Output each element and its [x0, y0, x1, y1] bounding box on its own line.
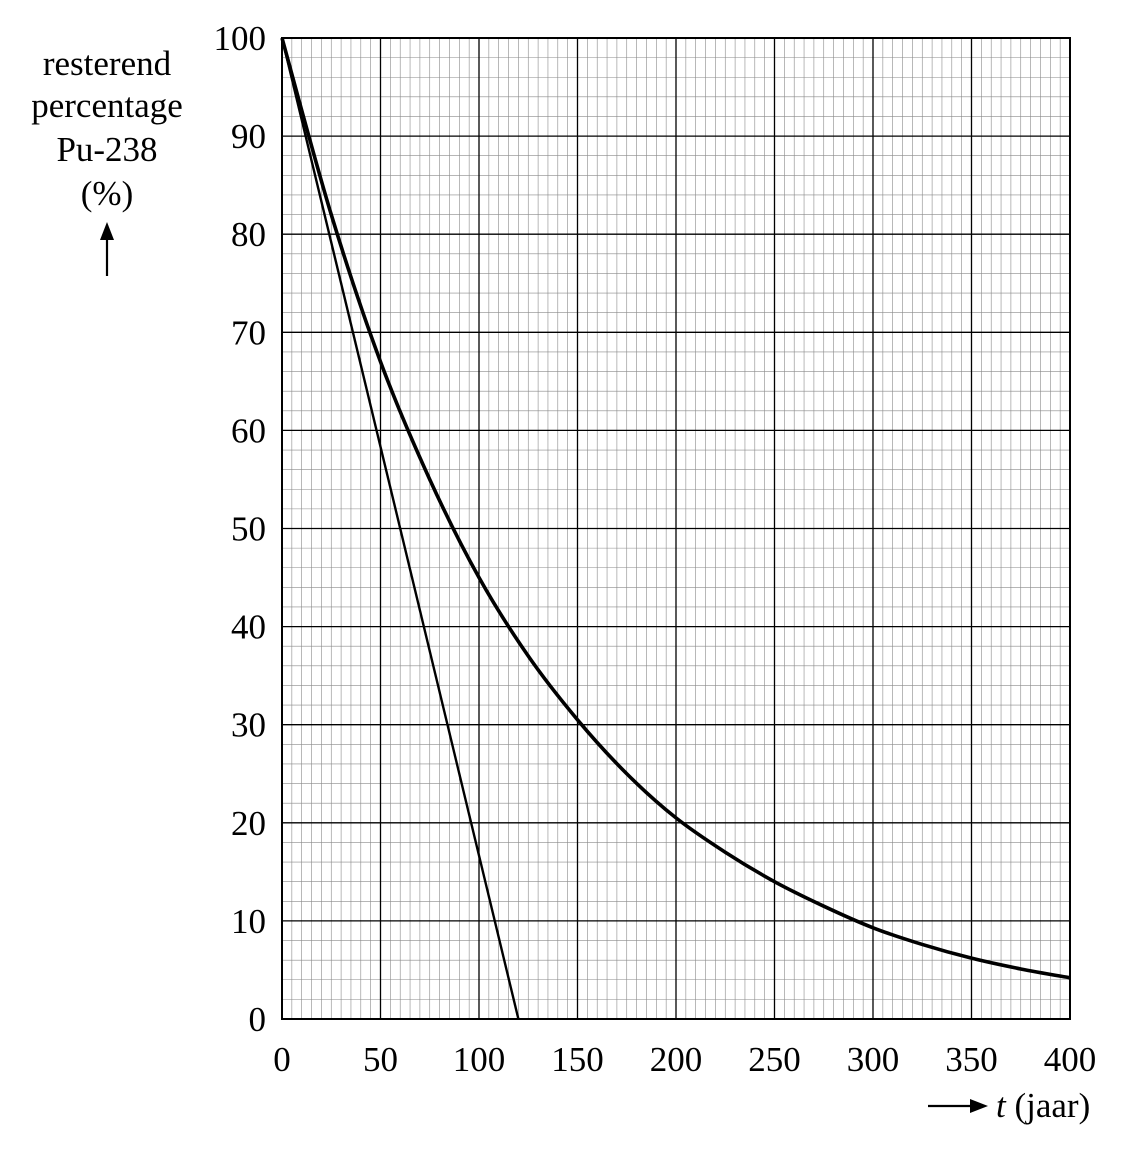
x-tick-label: 200: [650, 1040, 703, 1079]
x-tick-label: 300: [847, 1040, 900, 1079]
y-tick-label: 20: [231, 804, 266, 843]
y-tick-label: 80: [231, 215, 266, 254]
y-label-line-4: (%): [81, 174, 133, 213]
y-tick-label: 0: [249, 1000, 267, 1039]
y-tick-labels: 0 10 20 30 40 50 60 70 80 90 100: [214, 19, 267, 1039]
y-label-line-2: percentage: [31, 86, 183, 125]
y-tick-label: 40: [231, 608, 266, 647]
x-tick-label: 0: [273, 1040, 291, 1079]
x-axis-arrow-icon: [928, 1099, 988, 1113]
plot-frame: [281, 37, 1071, 1020]
y-axis-arrow-icon: [100, 222, 114, 276]
x-tick-labels: 0 50 100 150 200 250 300 350 400: [273, 1040, 1096, 1079]
x-tick-label: 250: [748, 1040, 801, 1079]
y-tick-label: 70: [231, 313, 266, 352]
y-label-line-1: resterend: [43, 44, 172, 83]
x-tick-label: 150: [551, 1040, 604, 1079]
y-tick-label: 10: [231, 902, 266, 941]
x-axis-label-unit: (jaar): [1006, 1086, 1091, 1125]
x-axis-label-variable: t: [996, 1086, 1007, 1125]
y-label-line-3: Pu-238: [56, 130, 157, 169]
x-tick-label: 50: [363, 1040, 398, 1079]
x-tick-label: 400: [1044, 1040, 1097, 1079]
y-tick-label: 50: [231, 510, 266, 549]
y-tick-label: 30: [231, 706, 266, 745]
y-tick-label: 60: [231, 411, 266, 450]
series-layer: [280, 37, 1071, 1020]
y-axis-label: resterend percentage Pu-238 (%): [31, 44, 183, 213]
x-tick-label: 350: [945, 1040, 998, 1079]
x-tick-label: 100: [453, 1040, 506, 1079]
y-tick-label: 90: [231, 117, 266, 156]
series-tangent-line: [280, 37, 520, 1020]
x-axis-label: t (jaar): [996, 1086, 1090, 1125]
grid-major: [282, 38, 1070, 1019]
y-tick-label: 100: [214, 19, 267, 58]
series-decay-curve: [280, 37, 1071, 980]
